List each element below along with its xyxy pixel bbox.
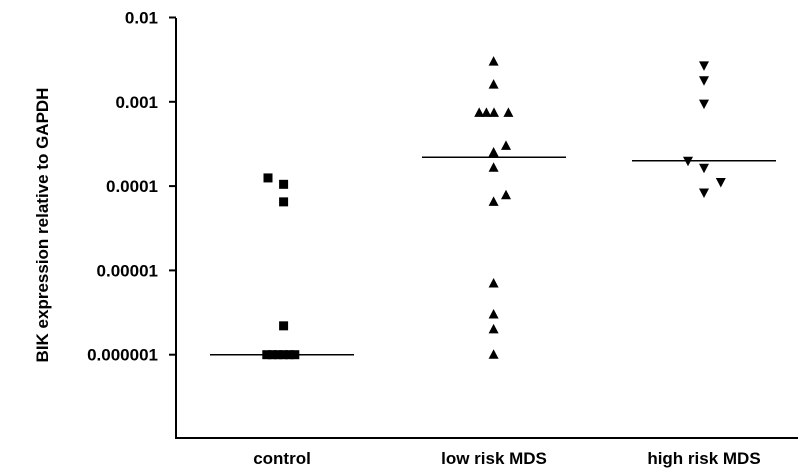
data-points xyxy=(262,56,726,359)
data-point-triangle-down xyxy=(716,178,726,188)
data-point-triangle-up xyxy=(501,190,511,200)
data-point-triangle-down xyxy=(699,188,709,198)
data-point-triangle-down xyxy=(699,76,709,86)
y-tick-label: 0.01 xyxy=(125,9,158,28)
data-point-triangle-up xyxy=(503,107,513,117)
x-labels: control low risk MDS high risk MDS xyxy=(253,449,760,468)
data-point-triangle-up xyxy=(489,324,499,334)
data-point-triangle-up xyxy=(489,147,499,157)
data-point-triangle-up xyxy=(489,162,499,172)
data-point-triangle-up xyxy=(489,79,499,89)
data-point-square xyxy=(290,350,299,359)
data-point-square xyxy=(279,197,288,206)
data-point-triangle-up xyxy=(489,107,499,117)
y-tick-label: 0.001 xyxy=(115,93,158,112)
y-axis-title: BIK expression relative to GAPDH xyxy=(33,88,52,363)
data-point-triangle-up xyxy=(501,140,511,150)
data-point-triangle-down xyxy=(699,100,709,110)
data-point-square xyxy=(264,173,273,182)
data-point-triangle-down xyxy=(699,164,709,174)
x-category-label: low risk MDS xyxy=(441,449,547,468)
x-category-label: control xyxy=(253,449,311,468)
data-point-square xyxy=(279,180,288,189)
y-ticks: 0.01 0.001 0.0001 0.00001 0.000001 xyxy=(87,9,176,365)
data-point-triangle-up xyxy=(489,196,499,206)
data-point-triangle-up xyxy=(489,278,499,288)
data-point-triangle-up xyxy=(489,56,499,65)
y-tick-label: 0.00001 xyxy=(97,261,158,280)
data-point-triangle-up xyxy=(489,349,499,359)
data-point-triangle-down xyxy=(699,61,709,71)
x-category-label: high risk MDS xyxy=(647,449,760,468)
y-tick-label: 0.0001 xyxy=(106,177,158,196)
y-tick-label: 0.000001 xyxy=(87,346,158,365)
data-point-square xyxy=(279,321,288,330)
data-point-triangle-up xyxy=(489,309,499,319)
